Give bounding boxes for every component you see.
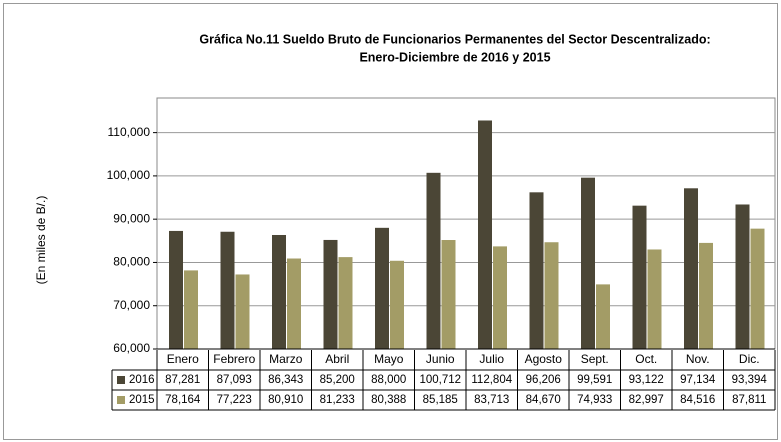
bar	[699, 242, 713, 349]
table-value: 81,233	[320, 394, 355, 406]
table-value: 87,281	[165, 374, 200, 386]
bar	[735, 204, 750, 349]
table-value: 97,134	[680, 374, 716, 386]
bar	[647, 249, 662, 349]
bar	[544, 242, 559, 349]
category-label: Enero	[167, 352, 199, 366]
table-value: 86,343	[268, 374, 303, 386]
bar	[493, 246, 507, 349]
category-label: Dic.	[739, 352, 760, 366]
bar	[272, 234, 286, 349]
category-label: Sept.	[581, 352, 609, 366]
legend-label: 2015	[129, 394, 155, 406]
legend-swatch	[117, 376, 125, 384]
bar	[426, 172, 441, 349]
bar	[441, 240, 456, 349]
bar	[596, 284, 610, 349]
legend-label: 2016	[129, 374, 155, 386]
table-value: 84,516	[680, 394, 715, 406]
table-value: 78,164	[165, 394, 201, 406]
y-tick-label: 110,000	[108, 125, 151, 139]
plot-area	[156, 97, 776, 350]
category-label: Junio	[426, 352, 455, 366]
table-value: 87,811	[732, 394, 766, 406]
y-tick-label: 80,000	[113, 255, 150, 269]
table-value: 80,910	[268, 394, 303, 406]
table-value: 84,670	[526, 394, 561, 406]
table-value: 93,394	[732, 374, 768, 386]
y-axis-label: (En miles de B/.)	[34, 196, 48, 285]
category-label: Marzo	[269, 352, 303, 366]
category-label: Febrero	[213, 352, 255, 366]
bar	[323, 239, 338, 349]
bar	[287, 258, 301, 349]
category-label: Abril	[325, 352, 349, 366]
table-value: 87,093	[217, 374, 252, 386]
chart-title: Enero-Diciembre de 2016 y 2015	[359, 50, 550, 64]
chart-title: Gráfica No.11 Sueldo Bruto de Funcionari…	[199, 32, 710, 46]
table-value: 77,223	[217, 394, 252, 406]
y-tick-label: 90,000	[113, 211, 150, 225]
table-value: 82,997	[629, 394, 664, 406]
table-value: 83,713	[474, 394, 509, 406]
bar	[632, 205, 647, 349]
bar	[684, 188, 698, 349]
bar	[390, 260, 404, 349]
table-value: 93,122	[629, 374, 664, 386]
bar	[184, 270, 198, 349]
bar	[375, 227, 389, 349]
bar	[235, 274, 250, 349]
table-value: 99,591	[577, 374, 612, 386]
table-value: 85,185	[423, 394, 458, 406]
category-label: Julio	[479, 352, 504, 366]
table-value: 112,804	[471, 374, 512, 386]
table-value: 88,000	[371, 374, 406, 386]
bar	[581, 177, 595, 349]
table-value: 96,206	[526, 374, 561, 386]
y-tick-label: 60,000	[113, 341, 150, 355]
bar	[750, 228, 765, 349]
bar	[529, 192, 544, 349]
legend-swatch	[117, 396, 125, 404]
category-label: Mayo	[374, 352, 404, 366]
y-tick-label: 70,000	[113, 298, 150, 312]
y-tick-label: 100,000	[107, 168, 151, 182]
table-value: 100,712	[419, 374, 461, 386]
bar	[220, 231, 235, 349]
bar	[169, 230, 183, 349]
bar	[478, 120, 492, 349]
category-label: Agosto	[525, 352, 563, 366]
table-value: 74,933	[577, 394, 612, 406]
category-label: Oct.	[635, 352, 657, 366]
table-value: 85,200	[320, 374, 355, 386]
table-value: 80,388	[371, 394, 406, 406]
category-label: Nov.	[686, 352, 710, 366]
bar	[338, 257, 353, 349]
